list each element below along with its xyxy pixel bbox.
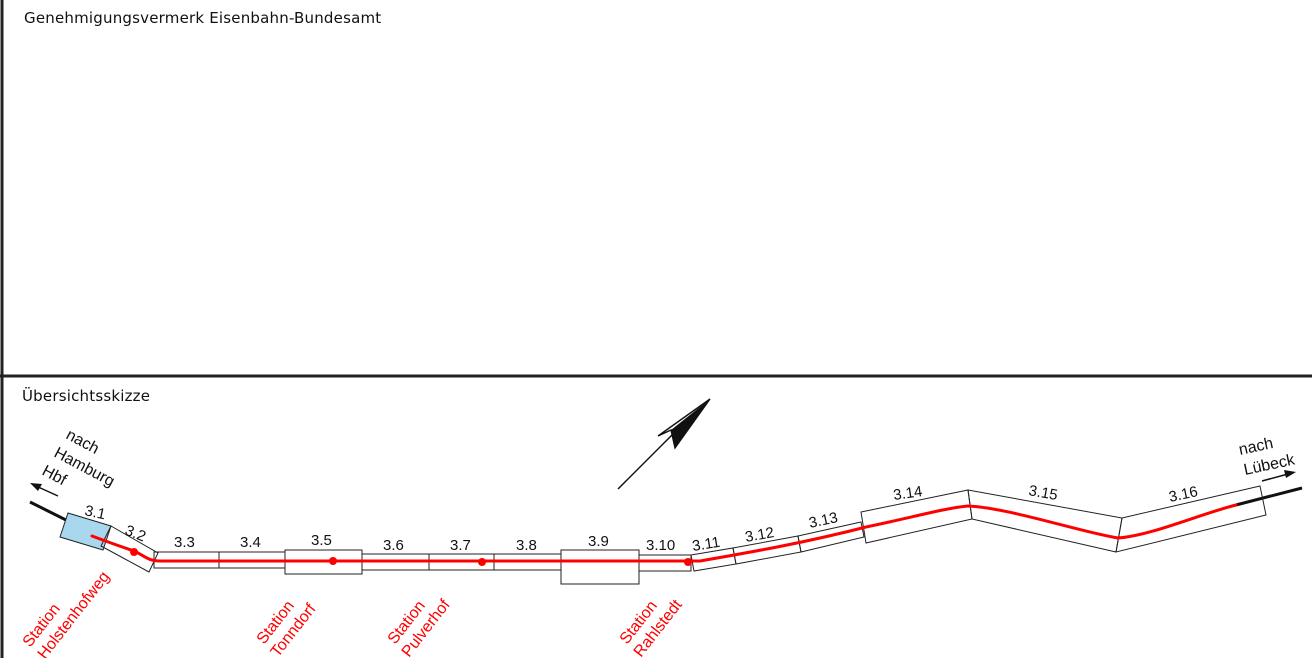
segment-box-3-16[interactable]	[1115, 485, 1267, 553]
station-dot-pulverhof[interactable]	[478, 558, 486, 566]
segment-label: 3.2	[123, 522, 149, 546]
station-dots	[130, 548, 692, 566]
east-direction-arrow-icon	[1235, 470, 1303, 507]
segment-box-3-9[interactable]	[560, 549, 640, 585]
segment-label: 3.12	[744, 524, 776, 546]
segment-label: 3.5	[311, 532, 332, 549]
segment-box-3-1[interactable]	[59, 512, 112, 551]
segment-label: 3.8	[516, 537, 537, 554]
approval-note: Genehmigungsvermerk Eisenbahn-Bundesamt	[24, 9, 382, 27]
segment-box-3-10[interactable]	[638, 554, 692, 572]
segment-label: 3.9	[588, 533, 609, 550]
route-line	[90, 503, 1238, 563]
station-dot-holstenhofweg[interactable]	[130, 548, 138, 556]
segment-label: 3.3	[174, 534, 195, 551]
segment-labels: 3.1 3.2 3.3 3.4 3.5 3.6 3.7 3.8 3.9 3.10…	[83, 482, 1199, 555]
segment-label: 3.1	[83, 502, 107, 523]
segment-label: 3.6	[383, 537, 404, 554]
segment-label: 3.13	[807, 509, 839, 532]
station-dot-rahlstedt[interactable]	[684, 558, 692, 566]
direction-label-line: nach	[1237, 435, 1274, 459]
segment-label: 3.15	[1027, 482, 1059, 504]
segment-box-3-13[interactable]	[797, 521, 865, 553]
segment-label: 3.11	[691, 534, 721, 555]
north-arrow-icon	[617, 398, 711, 490]
overview-title: Übersichtsskizze	[22, 387, 151, 405]
segment-boxes	[59, 485, 1267, 585]
station-label-holstenhofweg[interactable]: Station Holstenhofweg	[20, 569, 114, 658]
station-dot-tonndorf[interactable]	[329, 557, 337, 565]
station-label-tonndorf[interactable]: Station Tonndorf	[254, 598, 320, 658]
segment-label: 3.10	[646, 537, 675, 554]
segment-label: 3.4	[240, 534, 261, 551]
station-label-pulverhof[interactable]: Station Pulverhof	[385, 596, 454, 658]
direction-label-hamburg: nach Hamburg Hbf	[39, 427, 117, 491]
segment-label: 3.7	[450, 537, 471, 554]
station-label-rahlstedt[interactable]: Station Rahlstedt	[617, 596, 686, 658]
segment-label: 3.14	[892, 483, 923, 504]
segment-label: 3.16	[1167, 483, 1199, 506]
